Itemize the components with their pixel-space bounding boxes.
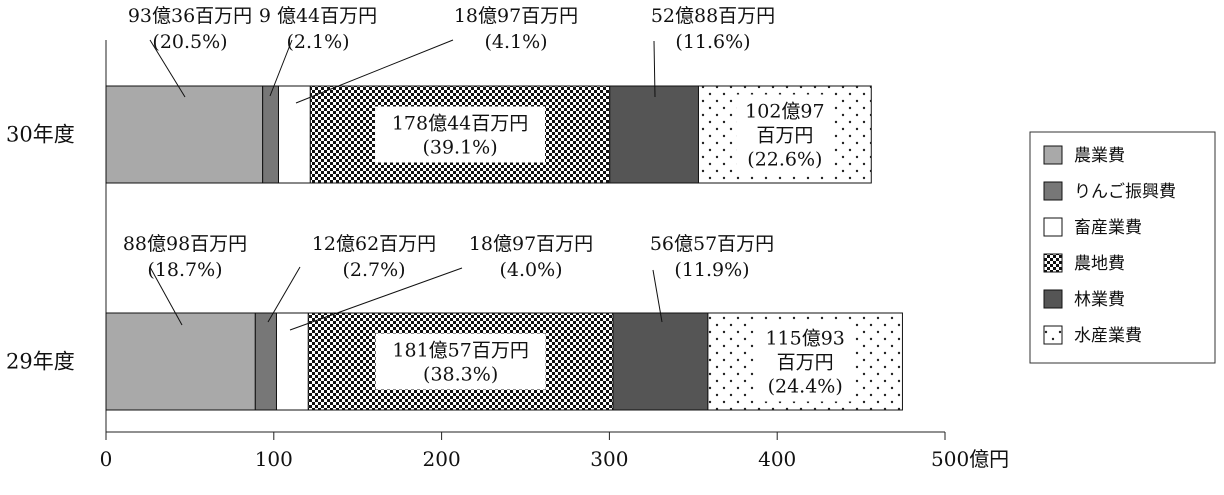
category-label: 30年度 bbox=[6, 123, 75, 147]
bar-segment bbox=[277, 85, 311, 184]
data-label-background bbox=[757, 321, 854, 402]
leader-line bbox=[653, 40, 656, 98]
data-label: (39.1%) bbox=[422, 137, 497, 159]
bar-segment bbox=[612, 312, 709, 411]
data-label: 52億88百万円 bbox=[651, 5, 775, 27]
leader-line bbox=[149, 39, 186, 98]
leader-line bbox=[149, 266, 183, 326]
data-label: (24.4%) bbox=[768, 376, 843, 398]
data-label: 181億57百万円 bbox=[392, 340, 528, 362]
data-label: (11.6%) bbox=[675, 31, 750, 53]
data-label: 115億93 bbox=[765, 328, 844, 350]
legend-swatch bbox=[1043, 217, 1063, 237]
data-label: (20.5%) bbox=[152, 31, 227, 53]
leader-line bbox=[267, 266, 301, 323]
data-label: (18.7%) bbox=[147, 259, 222, 281]
data-label-background bbox=[375, 106, 546, 163]
legend-label: 農地費 bbox=[1074, 254, 1125, 274]
axis: 0 100 200 300 400 500億円 30年度 29年度 bbox=[6, 40, 1009, 471]
data-label: (2.1%) bbox=[286, 31, 349, 53]
legend-label: りんご振興費 bbox=[1074, 182, 1176, 202]
legend-label: 水産業費 bbox=[1074, 326, 1142, 346]
x-tick-label: 0 bbox=[100, 447, 113, 471]
data-label: (2.7%) bbox=[342, 259, 405, 281]
data-label: 12億62百万円 bbox=[312, 233, 436, 255]
bar-segment bbox=[105, 312, 256, 411]
data-label: (22.6%) bbox=[747, 149, 822, 171]
data-label: (4.0%) bbox=[499, 259, 562, 281]
legend-label: 畜産業費 bbox=[1074, 218, 1142, 238]
data-label: 93億36百万円 bbox=[128, 5, 252, 27]
data-label: 18億97百万円 bbox=[454, 5, 578, 27]
data-label: 百万円 bbox=[756, 125, 813, 147]
bar-segment bbox=[609, 85, 699, 184]
legend-label: 林業費 bbox=[1074, 290, 1125, 310]
x-tick-label: 400 bbox=[758, 447, 796, 471]
bar-segment bbox=[254, 312, 277, 411]
leader-line bbox=[652, 269, 663, 323]
leader-line bbox=[269, 39, 293, 97]
data-label: 18億97百万円 bbox=[469, 233, 593, 255]
legend-box bbox=[1029, 131, 1216, 364]
legend-swatch bbox=[1043, 181, 1063, 201]
data-label: (11.9%) bbox=[674, 259, 749, 281]
data-label: 178億44百万円 bbox=[392, 113, 528, 135]
category-label: 29年度 bbox=[6, 350, 75, 374]
data-label: 9 億44百万円 bbox=[259, 5, 377, 27]
data-label-background bbox=[375, 333, 546, 390]
legend-swatch bbox=[1043, 145, 1063, 165]
leader-line bbox=[289, 267, 463, 331]
bar-segment bbox=[262, 85, 279, 184]
leader-line bbox=[295, 39, 454, 104]
legend-swatch bbox=[1043, 325, 1063, 345]
data-label: 102億97 bbox=[745, 101, 824, 123]
x-tick-label: 300 bbox=[590, 447, 628, 471]
bar-segment bbox=[275, 312, 309, 411]
legend-label: 農業費 bbox=[1074, 146, 1125, 166]
data-labels: 93億36百万円 (20.5%) 9 億44百万円 (2.1%) 18億97百万円 (4.… bbox=[123, 5, 854, 402]
data-label: (4.1%) bbox=[484, 31, 547, 53]
data-label: 百万円 bbox=[777, 352, 834, 374]
x-tick-label: 100 bbox=[255, 447, 293, 471]
legend-swatch bbox=[1043, 289, 1063, 309]
x-tick-label: 200 bbox=[423, 447, 461, 471]
data-label: 56億57百万円 bbox=[650, 233, 774, 255]
bar-segment bbox=[105, 85, 264, 184]
data-label: (38.3%) bbox=[423, 364, 498, 386]
x-tick-label: 500億円 bbox=[931, 447, 1009, 471]
legend-swatch bbox=[1043, 253, 1063, 273]
data-label-background bbox=[736, 94, 833, 175]
data-label: 88億98百万円 bbox=[123, 233, 247, 255]
